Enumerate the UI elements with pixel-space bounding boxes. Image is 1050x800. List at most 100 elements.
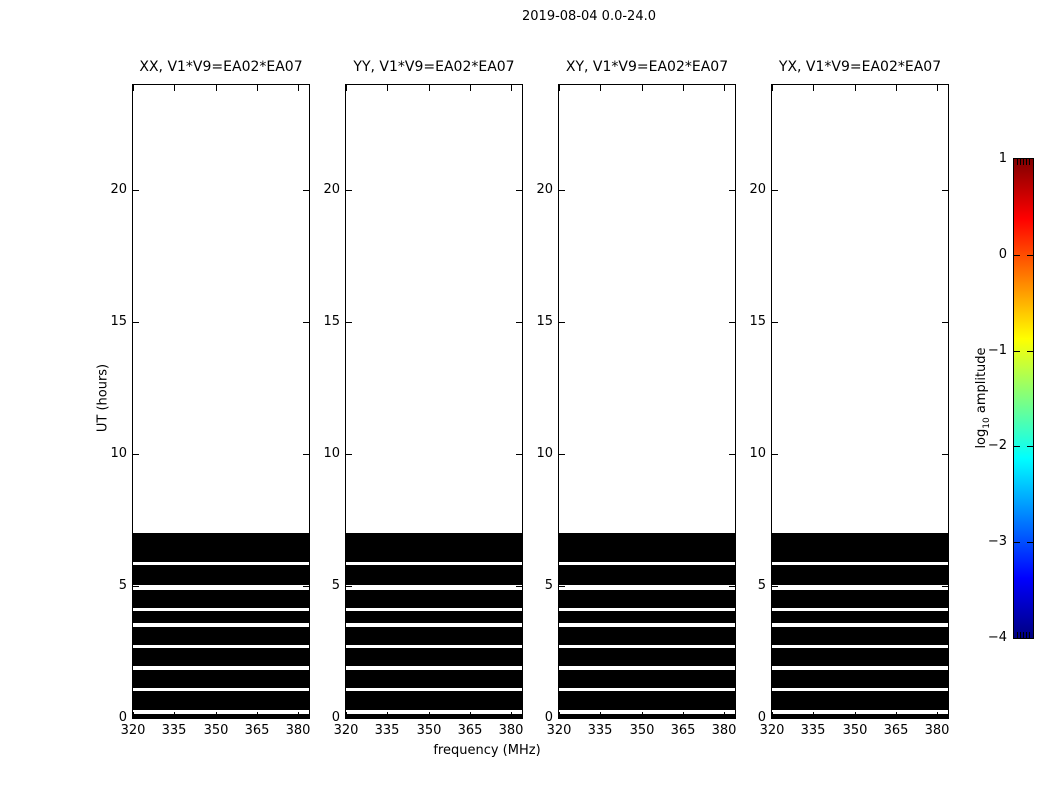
y-tick bbox=[516, 717, 522, 718]
y-tick bbox=[942, 586, 948, 587]
scan-band bbox=[559, 565, 735, 585]
x-tick bbox=[896, 712, 897, 718]
scan-band bbox=[559, 691, 735, 710]
y-tick bbox=[942, 454, 948, 455]
y-tick-label: 20 bbox=[536, 182, 553, 197]
x-tick bbox=[133, 712, 134, 718]
y-tick-label: 5 bbox=[118, 578, 127, 593]
panel-title: XY, V1*V9=EA02*EA07 bbox=[565, 59, 729, 75]
colorbar-label: log10 amplitude bbox=[974, 347, 992, 448]
x-axis-label: frequency (MHz) bbox=[433, 743, 541, 758]
x-tick-label: 350 bbox=[416, 723, 442, 738]
colorbar-tick bbox=[1027, 255, 1033, 256]
scan-band bbox=[133, 589, 309, 609]
x-tick-label: 380 bbox=[711, 723, 737, 738]
colorbar-tick-label: −3 bbox=[987, 534, 1007, 549]
y-tick bbox=[516, 322, 522, 323]
y-tick bbox=[516, 586, 522, 587]
scan-band bbox=[559, 626, 735, 645]
x-tick bbox=[772, 712, 773, 718]
scan-band bbox=[133, 533, 309, 562]
y-tick bbox=[729, 454, 735, 455]
y-tick-label: 10 bbox=[749, 446, 766, 461]
x-tick-label: 365 bbox=[457, 723, 483, 738]
y-tick-label: 15 bbox=[323, 314, 340, 329]
colorbar-label-subscript: 10 bbox=[981, 417, 992, 429]
y-tick bbox=[346, 586, 352, 587]
x-tick-label: 380 bbox=[285, 723, 311, 738]
y-tick bbox=[729, 322, 735, 323]
colorbar-top-hatch-ticks bbox=[1017, 159, 1030, 165]
x-tick bbox=[855, 712, 856, 718]
x-tick bbox=[216, 85, 217, 91]
colorbar-tick-label: 1 bbox=[998, 151, 1007, 166]
x-tick bbox=[511, 85, 512, 91]
y-tick bbox=[303, 190, 309, 191]
y-tick bbox=[942, 190, 948, 191]
scan-band bbox=[346, 648, 522, 667]
y-tick bbox=[133, 717, 139, 718]
x-tick bbox=[642, 85, 643, 91]
scan-band bbox=[772, 713, 948, 718]
x-tick bbox=[896, 85, 897, 91]
x-tick bbox=[133, 85, 134, 91]
x-tick bbox=[346, 712, 347, 718]
x-tick bbox=[298, 85, 299, 91]
colorbar-tick-label: −4 bbox=[987, 630, 1007, 645]
x-tick bbox=[559, 712, 560, 718]
x-tick-label: 335 bbox=[800, 723, 826, 738]
y-tick bbox=[346, 322, 352, 323]
scan-band bbox=[772, 611, 948, 623]
y-tick bbox=[346, 454, 352, 455]
y-tick bbox=[729, 190, 735, 191]
y-tick-label: 15 bbox=[110, 314, 127, 329]
x-tick bbox=[683, 712, 684, 718]
y-tick bbox=[133, 190, 139, 191]
y-tick-label: 5 bbox=[544, 578, 553, 593]
x-tick-label: 380 bbox=[498, 723, 524, 738]
scan-band bbox=[772, 565, 948, 585]
y-tick-label: 15 bbox=[749, 314, 766, 329]
scan-band bbox=[772, 533, 948, 562]
scan-band bbox=[133, 565, 309, 585]
colorbar-tick-label: 0 bbox=[998, 247, 1007, 262]
y-tick bbox=[133, 586, 139, 587]
x-tick-label: 320 bbox=[759, 723, 785, 738]
panel-xy bbox=[558, 84, 736, 719]
y-tick-label: 10 bbox=[323, 446, 340, 461]
scan-band bbox=[559, 533, 735, 562]
y-tick bbox=[303, 454, 309, 455]
y-tick bbox=[559, 322, 565, 323]
y-tick bbox=[303, 322, 309, 323]
y-tick bbox=[729, 586, 735, 587]
x-tick bbox=[559, 85, 560, 91]
panel-title: YX, V1*V9=EA02*EA07 bbox=[778, 59, 942, 75]
x-tick bbox=[813, 85, 814, 91]
x-tick-label: 380 bbox=[924, 723, 950, 738]
panel-yx bbox=[771, 84, 949, 719]
y-tick bbox=[133, 322, 139, 323]
y-axis-label: UT (hours) bbox=[95, 363, 111, 433]
y-tick-label: 5 bbox=[757, 578, 766, 593]
x-tick bbox=[216, 712, 217, 718]
scan-band bbox=[346, 691, 522, 710]
y-tick bbox=[516, 190, 522, 191]
y-tick-label: 20 bbox=[323, 182, 340, 197]
y-tick bbox=[346, 717, 352, 718]
x-tick bbox=[298, 712, 299, 718]
x-tick bbox=[855, 85, 856, 91]
x-tick bbox=[387, 712, 388, 718]
colorbar-tick bbox=[1027, 351, 1033, 352]
colorbar-tick bbox=[1014, 542, 1020, 543]
y-tick bbox=[942, 322, 948, 323]
y-tick bbox=[772, 454, 778, 455]
scan-band bbox=[559, 713, 735, 718]
colorbar-label-prefix: log bbox=[974, 428, 990, 449]
scan-band bbox=[133, 626, 309, 645]
scan-band bbox=[346, 669, 522, 688]
x-tick bbox=[470, 712, 471, 718]
scan-band bbox=[346, 611, 522, 623]
scan-band bbox=[772, 648, 948, 667]
x-tick bbox=[257, 85, 258, 91]
